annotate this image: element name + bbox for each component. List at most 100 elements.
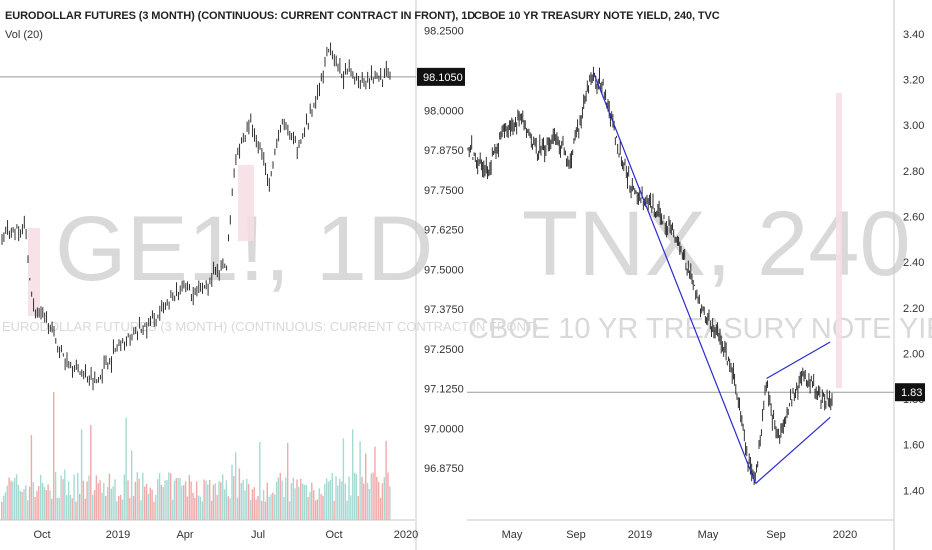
left-x-tick-label: Oct (325, 529, 342, 541)
volume-bar (71, 498, 73, 520)
volume-bar (340, 481, 343, 520)
volume-bar (45, 490, 47, 520)
volume-bar (153, 501, 155, 520)
volume-bar (190, 481, 192, 520)
volume-bar (127, 480, 129, 520)
left-x-tick-label: Oct (33, 529, 50, 541)
volume-bar (331, 473, 333, 520)
volume-bar (290, 483, 293, 520)
volume-bar (249, 500, 252, 520)
volume-bar (294, 488, 296, 520)
volume-bar (303, 484, 306, 520)
volume-bar (155, 495, 157, 520)
volume-bar (86, 481, 88, 520)
left-y-tick-label: 97.5000 (424, 264, 464, 276)
trendline (593, 72, 757, 484)
volume-bar (30, 435, 33, 520)
volume-bar (305, 484, 307, 520)
right-last-price-badge (895, 383, 925, 402)
volume-bar (320, 493, 322, 520)
left-x-tick-label: Jul (251, 529, 265, 541)
right-y-tick-label: 2.00 (903, 348, 924, 360)
right-y-tick-label: 1.40 (903, 485, 924, 497)
volume-bar (88, 475, 90, 520)
volume-bar (236, 497, 239, 520)
volume-bar (73, 474, 75, 520)
volume-bar (261, 500, 263, 520)
volume-bar (292, 477, 294, 520)
volume-bar (376, 476, 378, 520)
right-x-tick-label: Sep (566, 529, 586, 541)
volume-bar (266, 482, 268, 520)
volume-bar (112, 486, 114, 520)
volume-bar (99, 480, 101, 520)
volume-bar (342, 438, 345, 520)
volume-bar (355, 473, 358, 520)
volume-bar (23, 489, 25, 520)
volume-bar (179, 478, 181, 520)
volume-bar (357, 496, 359, 520)
volume-bar (383, 477, 385, 520)
volume-bar (151, 489, 153, 520)
right-x-tick-label: May (502, 529, 523, 541)
left-last-price-label: 98.1050 (423, 72, 463, 84)
volume-bar (2, 495, 5, 520)
volume-bar (79, 494, 81, 520)
volume-bar (129, 497, 131, 520)
volume-bar (311, 482, 313, 520)
right-gap-highlight (836, 93, 842, 388)
volume-bar (335, 476, 337, 520)
volume-bar (80, 429, 83, 520)
volume-bar (168, 472, 170, 520)
volume-bar (121, 499, 124, 520)
volume-bar (259, 442, 261, 520)
left-y-tick-label: 98.2500 (424, 26, 464, 38)
right-y-tick-label: 3.40 (903, 29, 924, 41)
volume-bar (149, 487, 151, 520)
volume-bar (8, 477, 10, 520)
volume-bar (131, 450, 133, 520)
volume-bar (344, 483, 346, 520)
volume-bar (162, 487, 164, 520)
left-y-tick-label: 97.6250 (424, 225, 464, 237)
volume-bar (36, 491, 38, 520)
volume-bar (324, 483, 326, 520)
volume-bar (366, 482, 369, 520)
right-last-price-label: 1.83 (901, 387, 922, 399)
volume-bar (327, 481, 330, 520)
volume-bar (14, 477, 16, 520)
left-y-tick-label: 97.3750 (424, 304, 464, 316)
volume-bar (337, 485, 339, 520)
volume-bar (255, 499, 257, 520)
volume-bar (262, 489, 265, 520)
left-chart-title: EURODOLLAR FUTURES (3 MONTH) (CONTINUOUS… (5, 10, 476, 22)
volume-bar (368, 489, 371, 520)
left-gap-highlight-1 (28, 228, 40, 316)
volume-bar (372, 472, 374, 520)
volume-bar (53, 392, 55, 520)
volume-bar (97, 483, 99, 520)
right-y-tick-label: 2.20 (903, 303, 924, 315)
volume-bar (218, 481, 220, 520)
volume-bar (103, 483, 105, 520)
volume-bar (38, 486, 40, 520)
volume-bar (40, 474, 42, 520)
volume-bar (274, 494, 276, 520)
volume-bar (105, 496, 107, 520)
left-last-price-badge (417, 67, 465, 86)
volume-bar (220, 482, 222, 520)
volume-bar (47, 484, 49, 520)
volume-bar (346, 500, 348, 520)
volume-bar (314, 500, 317, 520)
volume-bar (209, 480, 211, 520)
volume-bar (67, 481, 70, 520)
right-watermark-description: CBOE 10 YR TREASURY NOTE YIELD (468, 313, 932, 345)
volume-bar (118, 495, 120, 520)
volume-bar (283, 497, 285, 520)
volume-bar (60, 475, 62, 520)
volume-bar (350, 495, 352, 520)
volume-bar (6, 485, 8, 520)
volume-bar (238, 468, 241, 520)
volume-bar (352, 429, 354, 520)
